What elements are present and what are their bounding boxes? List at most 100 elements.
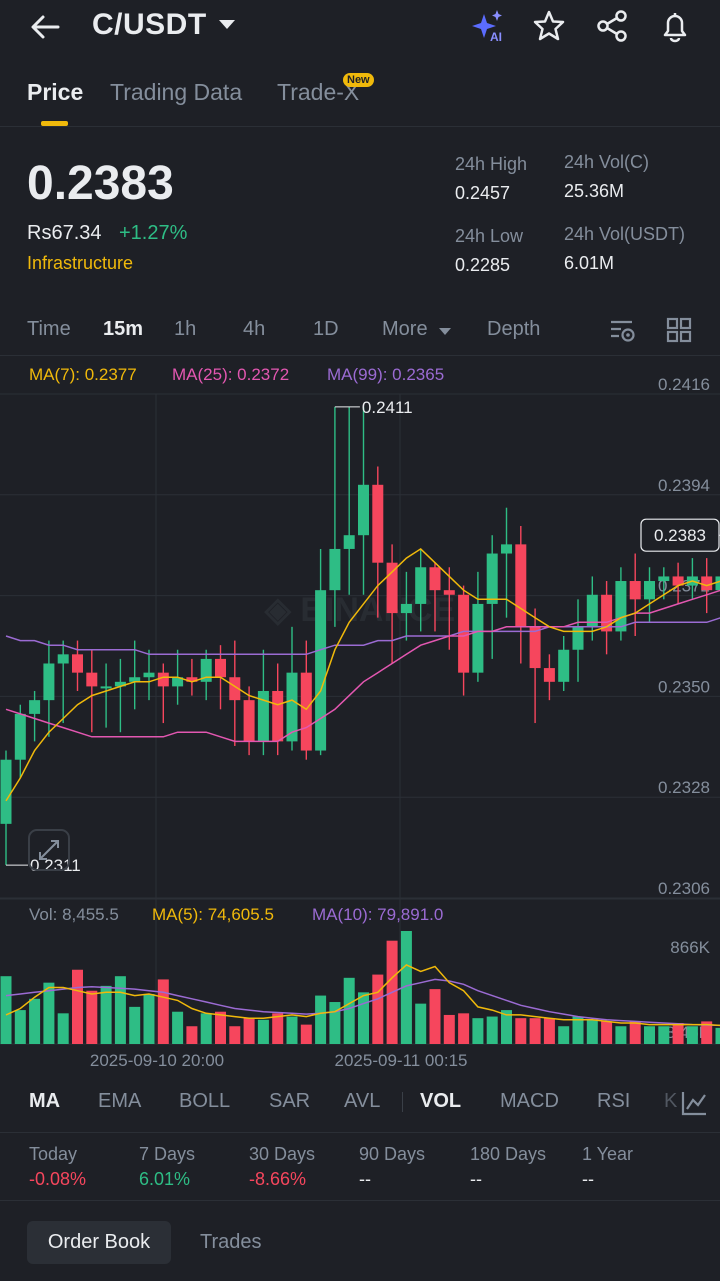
candle-body — [601, 594, 613, 632]
volume-bar — [529, 1018, 541, 1044]
trades-tab[interactable]: Trades — [200, 1231, 262, 1253]
grid-layout-icon[interactable] — [665, 316, 693, 349]
candle-body — [315, 590, 327, 751]
volume-bar — [157, 979, 169, 1044]
vol-base-value: 25.36M — [564, 181, 625, 201]
volume-bar — [300, 1024, 312, 1044]
category-tag[interactable]: Infrastructure — [27, 253, 134, 273]
candle-body — [472, 603, 484, 673]
caret-down-icon[interactable] — [219, 20, 235, 29]
volume-bar — [543, 1018, 555, 1044]
indicator-sar[interactable]: SAR — [269, 1090, 311, 1112]
candle-body — [715, 576, 720, 591]
chart-settings-icon[interactable] — [608, 316, 636, 349]
candle-body — [29, 700, 41, 714]
volume-bar — [486, 1016, 498, 1044]
volume-bar — [229, 1026, 241, 1044]
order-book-tab[interactable]: Order Book — [27, 1221, 171, 1264]
expand-chart-icon[interactable] — [28, 829, 70, 871]
candle-body — [57, 654, 69, 664]
ai-badge-text: AI — [490, 30, 502, 44]
candle-body — [586, 594, 598, 627]
indicator-avl[interactable]: AVL — [344, 1090, 381, 1112]
candle-body — [329, 548, 341, 591]
indicator-macd[interactable]: MACD — [500, 1090, 559, 1112]
vol-ma5-line — [5, 964, 720, 1027]
bell-icon[interactable] — [657, 8, 693, 44]
interval-4h[interactable]: 4h — [243, 318, 266, 340]
volume-bar — [501, 1010, 512, 1044]
perf-today-label: Today — [29, 1144, 78, 1164]
volume-bar — [586, 1019, 598, 1044]
volume-bar — [558, 1026, 570, 1044]
candle-body — [486, 553, 498, 604]
indicator-bar: MA EMA BOLL SAR AVL VOL MACD RSI K — [0, 1071, 720, 1133]
candle-body — [129, 677, 141, 682]
interval-15m[interactable]: 15m — [103, 318, 144, 340]
vol-legend: Vol: 8,455.5 — [29, 905, 119, 924]
vol-base-label: 24h Vol(C) — [564, 152, 650, 172]
candle-body — [701, 576, 713, 591]
indicator-chart-icon[interactable] — [680, 1089, 708, 1122]
volume-bar — [329, 1002, 341, 1044]
volume-bar — [286, 1016, 298, 1044]
tab-price[interactable]: Price — [27, 79, 84, 105]
price-change: +1.27% — [119, 222, 188, 244]
candle-body — [629, 581, 641, 600]
candle-body — [672, 576, 684, 586]
candle-body — [0, 759, 12, 824]
price-chart[interactable]: ◈ BINANCE MA(7): 0.2377 MA(25): 0.2372 M… — [0, 356, 720, 1071]
volume-bar — [315, 995, 327, 1044]
candle-body — [43, 663, 55, 701]
volume-bar — [14, 1010, 26, 1044]
vol-ma10-line — [5, 978, 720, 1027]
pair-selector[interactable]: C/USDT — [92, 8, 207, 41]
low-value: 0.2285 — [455, 255, 511, 275]
candle-body — [429, 567, 441, 591]
indicator-boll[interactable]: BOLL — [179, 1090, 231, 1112]
volume-bar — [429, 989, 441, 1044]
candle-body — [243, 700, 255, 742]
header-bar: C/USDT AI — [0, 0, 720, 54]
candle-body — [200, 658, 212, 682]
candle-body — [644, 581, 655, 600]
perf-90d-label: 90 Days — [359, 1144, 426, 1164]
ma99-legend: MA(99): 0.2365 — [327, 365, 444, 384]
perf-180d-value: -- — [470, 1169, 482, 1189]
volume-bar — [644, 1026, 655, 1044]
interval-time[interactable]: Time — [27, 318, 71, 340]
indicator-rsi[interactable]: RSI — [597, 1090, 631, 1112]
candle-body — [300, 672, 312, 751]
perf-1y-label: 1 Year — [582, 1144, 634, 1164]
volume-bar — [186, 1026, 198, 1044]
candle-body — [558, 649, 570, 682]
interval-more[interactable]: More — [382, 318, 428, 340]
indicator-ma[interactable]: MA — [29, 1090, 61, 1112]
star-icon[interactable] — [531, 8, 567, 44]
ai-sparkle-icon[interactable]: AI — [470, 8, 506, 44]
perf-30d-label: 30 Days — [249, 1144, 316, 1164]
more-caret-icon[interactable] — [439, 328, 451, 335]
interval-1h[interactable]: 1h — [174, 318, 197, 340]
perf-7d-label: 7 Days — [139, 1144, 196, 1164]
current-price-tag-box — [640, 518, 720, 552]
candle-body — [172, 677, 184, 687]
volume-bar — [215, 1011, 226, 1044]
vol-quote-label: 24h Vol(USDT) — [564, 224, 686, 244]
fiat-price: Rs67.34 — [27, 222, 102, 244]
interval-1d[interactable]: 1D — [313, 318, 339, 340]
volume-bar — [472, 1018, 484, 1044]
back-button[interactable] — [28, 12, 64, 42]
share-icon[interactable] — [594, 8, 630, 44]
tab-trading-data[interactable]: Trading Data — [110, 79, 243, 105]
indicator-vol[interactable]: VOL — [420, 1090, 462, 1112]
volume-bar — [86, 990, 98, 1044]
perf-7d-value: 6.01% — [139, 1169, 191, 1189]
indicator-k[interactable]: K — [664, 1090, 678, 1112]
volume-bar — [701, 1021, 713, 1044]
interval-depth[interactable]: Depth — [487, 318, 541, 340]
indicator-divider — [402, 1092, 403, 1112]
indicator-ema[interactable]: EMA — [98, 1090, 142, 1112]
volume-bar — [343, 977, 355, 1044]
volume-bar — [629, 1021, 641, 1044]
